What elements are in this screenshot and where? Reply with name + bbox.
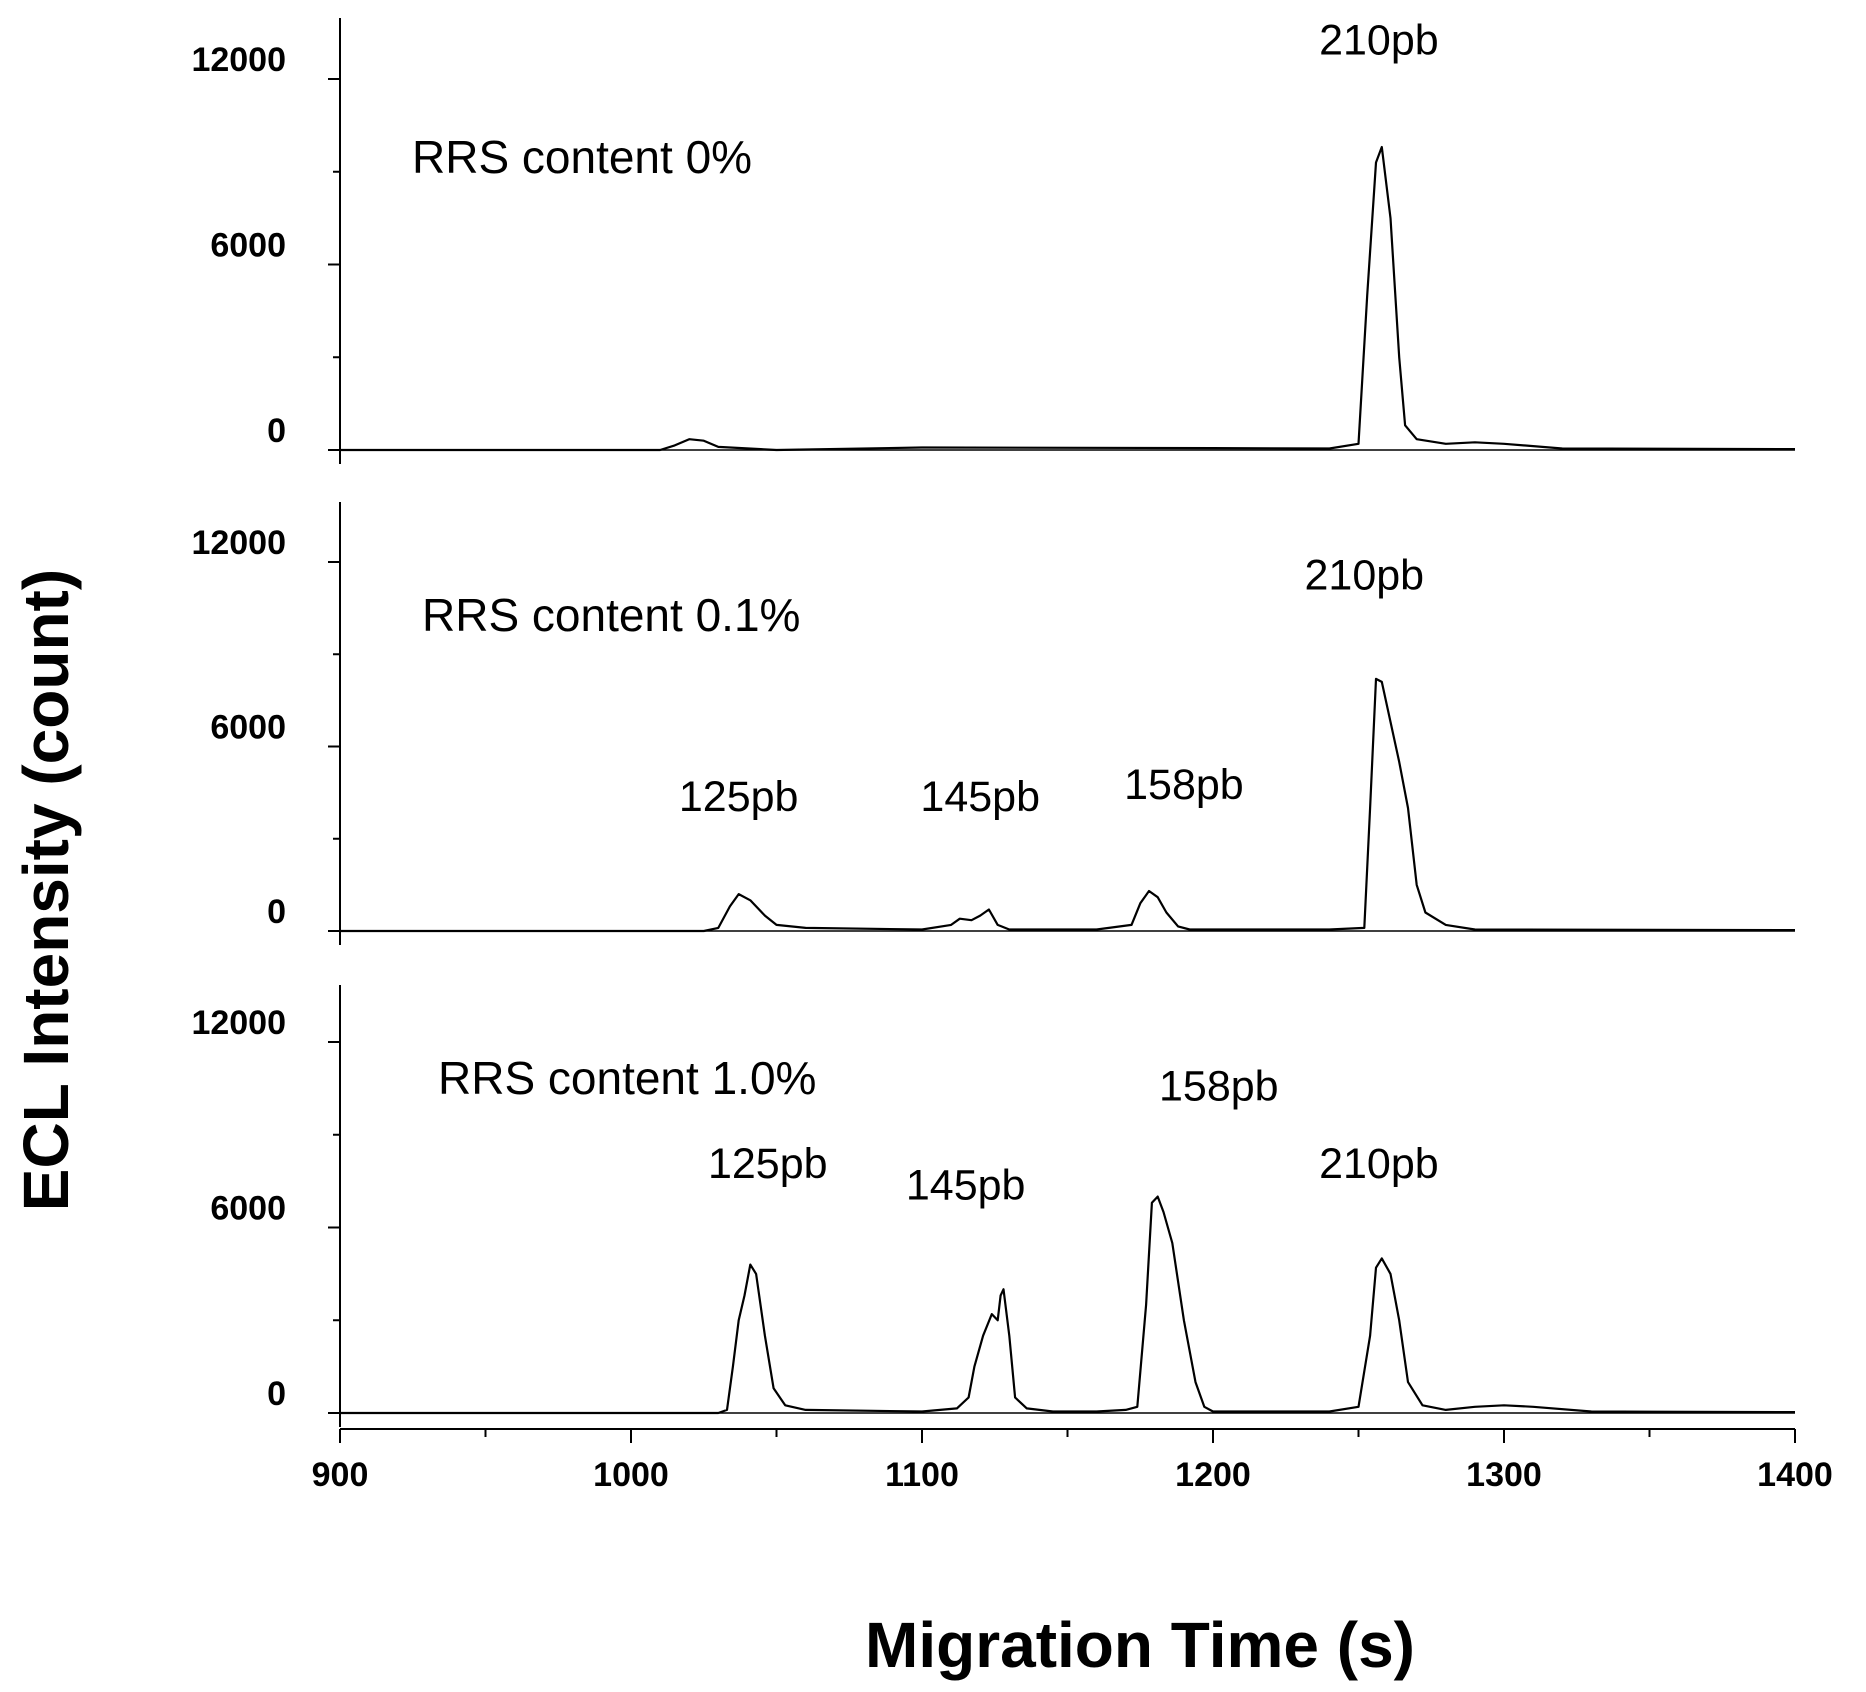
y-tick-label: 12000: [191, 41, 286, 79]
y-tick-label: 0: [267, 893, 286, 931]
peak-label: 210pb: [1319, 16, 1439, 64]
series-line: [340, 1195, 1796, 1415]
panel-title: RRS content 0.1%: [422, 589, 800, 641]
panel-title: RRS content 1.0%: [438, 1052, 816, 1104]
peak-label: 158pb: [1159, 1063, 1279, 1111]
peak-label: 210pb: [1305, 552, 1425, 600]
peak-label: 158pb: [1124, 761, 1244, 809]
peak-label: 125pb: [708, 1140, 828, 1188]
x-tick-label: 1100: [885, 1456, 959, 1494]
y-tick-label: 0: [267, 412, 286, 450]
y-axis-title: ECL Intensity (count): [10, 569, 82, 1211]
peak-label: 145pb: [906, 1162, 1026, 1210]
x-tick-label: 1300: [1466, 1456, 1542, 1494]
x-tick-label: 900: [312, 1456, 369, 1494]
panel-2: 0 6000 12000 RRS content 0.1% 125pb 145pb 158p…: [191, 502, 1796, 945]
y-tick-label: 12000: [191, 524, 286, 562]
series-line: [340, 677, 1796, 933]
series-line: [340, 145, 1796, 452]
panel-title: RRS content 0%: [412, 131, 752, 183]
y-tick-label: 6000: [210, 709, 286, 747]
y-tick-label: 0: [267, 1375, 286, 1413]
chart-panels: 0 6000 12000 RRS content 0% 210pb 0 6000 12000 R…: [191, 16, 1796, 1427]
panel-1: 0 6000 12000 RRS content 0% 210pb: [191, 16, 1796, 464]
x-tick-label: 1000: [593, 1456, 669, 1494]
peak-label: 125pb: [679, 773, 799, 821]
peak-label: 210pb: [1319, 1140, 1439, 1188]
peak-label: 145pb: [920, 773, 1040, 821]
x-tick-label: 1400: [1757, 1456, 1833, 1494]
panel-3: 0 6000 12000 RRS content 1.0% 125pb 145pb 158p…: [191, 985, 1796, 1427]
x-tick-label: 1200: [1175, 1456, 1251, 1494]
x-axis-title: Migration Time (s): [865, 1609, 1415, 1681]
y-tick-label: 6000: [210, 1190, 286, 1228]
x-axis: 900 1000 1100 1200 1300 1400: [312, 1428, 1833, 1494]
y-tick-label: 12000: [191, 1004, 286, 1042]
y-tick-label: 6000: [210, 227, 286, 265]
